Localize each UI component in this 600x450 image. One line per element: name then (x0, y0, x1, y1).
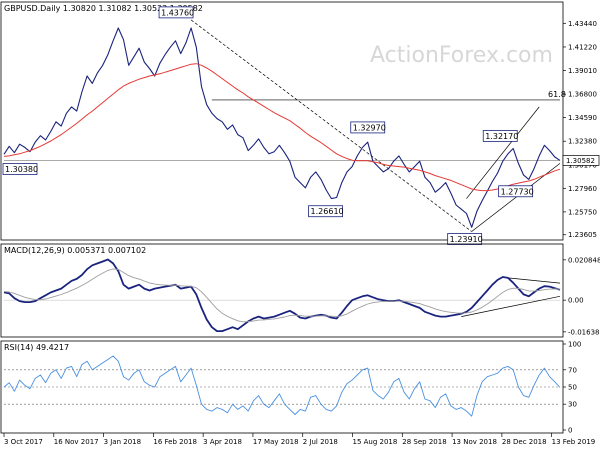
y-tick-label: -0.016389 (568, 328, 600, 336)
projection-dashed-line (190, 19, 472, 232)
x-axis: 3 Oct 2017 16 Nov 2017 3 Jan 2018 16 Feb 20… (3, 433, 596, 446)
annotation-box (308, 205, 343, 218)
watermark: ActionForex.com (370, 43, 553, 68)
annotation-box (447, 233, 483, 245)
annotation-box (350, 121, 386, 134)
price-panel-title: GBPUSD.Daily 1.30820 1.31082 1.30523 1.3… (4, 4, 203, 13)
macd-y-axis: 0.020848 0.00 -0.016389 (563, 256, 600, 336)
rsi-panel-title: RSI(14) 49.4217 (4, 343, 69, 352)
x-tick-label: 3 Oct 2017 (4, 438, 43, 446)
annotation-box (498, 185, 534, 198)
x-tick-label: 13 Nov 2018 (452, 438, 497, 446)
y-tick-label: 70 (568, 366, 577, 374)
series-line-price (3, 27, 561, 228)
y-tick-label: 1.41220 (568, 43, 597, 51)
y-tick-label: 0.020848 (568, 256, 600, 264)
x-tick-label: 15 Aug 2018 (353, 438, 398, 446)
annotation-label: 1.43760 (161, 8, 194, 17)
macd-panel-title: MACD(12,26,9) 0.005371 0.007102 (4, 246, 146, 255)
x-tick-label: 3 Jan 2018 (104, 438, 142, 446)
rsi-lines (3, 355, 561, 417)
annotation-box (482, 130, 518, 142)
price-panel-border (0, 1, 564, 241)
y-tick-label: 1.39010 (568, 67, 597, 75)
annotation-box (2, 163, 38, 175)
macd-panel-border (0, 243, 564, 338)
annotation-label: 1.32170 (485, 132, 518, 141)
price-panel: GBPUSD.Daily 1.30820 1.31082 1.30523 1.3… (0, 1, 600, 245)
y-tick-label: 1.36800 (568, 91, 597, 99)
y-tick-label: 1.25750 (568, 208, 597, 216)
y-tick-label: 50 (568, 384, 577, 392)
macd-lines (3, 258, 561, 333)
y-tick-label: 100 (568, 341, 581, 349)
x-tick-label: 2 Jul 2018 (303, 438, 338, 446)
annotation-label: 1.30380 (5, 165, 38, 174)
annotation-box (158, 6, 194, 19)
x-tick-label: 13 Feb 2019 (552, 438, 596, 446)
annotation-label: 1.32970 (353, 123, 386, 132)
y-tick-label: 1.43440 (568, 20, 597, 28)
price-lines: 61.8 (3, 19, 566, 232)
macd-trendline-lower (461, 295, 561, 317)
y-tick-label: 1.23605 (568, 231, 597, 239)
series-line-signal (3, 268, 561, 323)
fib-618-label: 61.8 (548, 90, 566, 99)
series-line-ma (3, 63, 561, 192)
y-tick-label: 30 (568, 401, 577, 409)
annotation-label: 1.23910 (450, 235, 483, 244)
rsi-panel: RSI(14) 49.4217 100 70 50 30 0 (0, 341, 581, 435)
y-tick-label: 0 (568, 427, 572, 435)
x-tick-label: 3 Apr 2018 (203, 438, 242, 446)
annotation-label: 1.26610 (311, 207, 344, 216)
price-y-axis: 1.43440 1.41220 1.39010 1.36800 1.34590 1.323… (562, 20, 600, 239)
macd-panel: MACD(12,26,9) 0.005371 0.007102 0.020848… (0, 243, 600, 338)
x-tick-label: 28 Dec 2018 (502, 438, 547, 446)
x-tick-label: 28 Sep 2018 (402, 438, 446, 446)
annotation-label: 1.27730 (501, 187, 534, 196)
current-price-tag-box (562, 155, 600, 166)
x-tick-label: 16 Feb 2018 (153, 438, 197, 446)
x-tick-label: 17 May 2018 (253, 438, 299, 446)
x-tick-label: 16 Nov 2017 (54, 438, 99, 446)
series-line-rsi (3, 355, 561, 417)
y-tick-label: 1.32380 (568, 138, 597, 146)
series-line-macd (3, 258, 561, 333)
current-price-tag-label: 1.30582 (566, 157, 595, 165)
price-annotations: 1.43760 1.32970 1.32170 1.30380 1.26610 1.277… (2, 6, 534, 245)
y-tick-label: 0.00 (568, 297, 584, 305)
rsi-y-axis: 100 70 50 30 0 (563, 341, 581, 435)
channel-upper-line (466, 106, 540, 199)
macd-trendline-upper (502, 276, 561, 284)
y-tick-label: 1.27960 (568, 185, 597, 193)
y-tick-label: 1.34590 (568, 114, 597, 122)
